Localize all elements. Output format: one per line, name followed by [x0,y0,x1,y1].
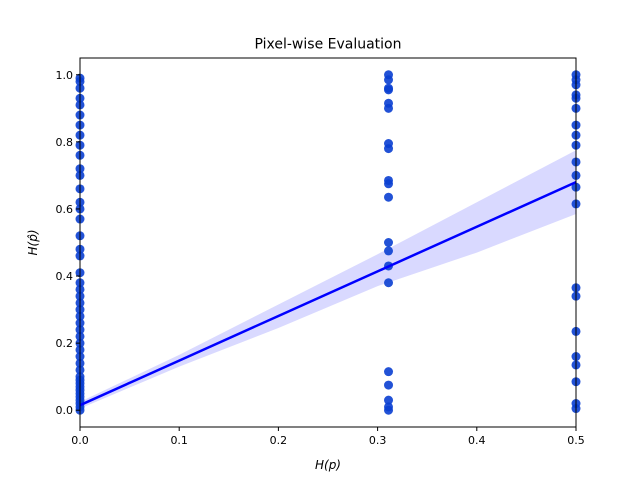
plot-area [75,70,581,415]
scatter-point [384,402,394,412]
x-axis-ticks: 0.0 0.1 0.2 0.3 0.4 0.5 [71,427,585,447]
x-tick-label: 0.0 [71,434,89,447]
chart-title: Pixel-wise Evaluation [255,37,402,53]
scatter-points [75,70,581,415]
y-tick-label: 1.0 [56,69,74,82]
scatter-point [384,98,394,108]
y-tick-label: 0.6 [56,203,74,216]
scatter-point [384,246,394,256]
x-axis-label: H(p) [315,458,341,472]
plot-frame [79,57,577,428]
x-tick-label: 0.5 [567,434,585,447]
y-tick-label: 0.8 [56,136,74,149]
x-tick-label: 0.2 [270,434,288,447]
confidence-band [80,150,576,409]
scatter-point [384,380,394,390]
scatter-point [384,278,394,288]
scatter-point [384,139,394,149]
y-axis-ticks: 0.0 0.2 0.4 0.6 0.8 1.0 [56,69,80,417]
scatter-point [384,395,394,405]
scatter-point [384,70,394,80]
scatter-point [384,367,394,377]
x-tick-label: 0.3 [369,434,387,447]
scatter-point [384,175,394,185]
x-tick-label: 0.4 [468,434,486,447]
y-tick-label: 0.4 [56,270,74,283]
y-tick-label: 0.2 [56,337,74,350]
x-tick-label: 0.1 [170,434,188,447]
scatter-point [384,83,394,93]
y-axis-label: H(p̂) [26,229,40,255]
y-tick-label: 0.0 [56,404,74,417]
regression-line [79,180,577,407]
scatter-point [384,192,394,202]
scatter-point [384,238,394,247]
